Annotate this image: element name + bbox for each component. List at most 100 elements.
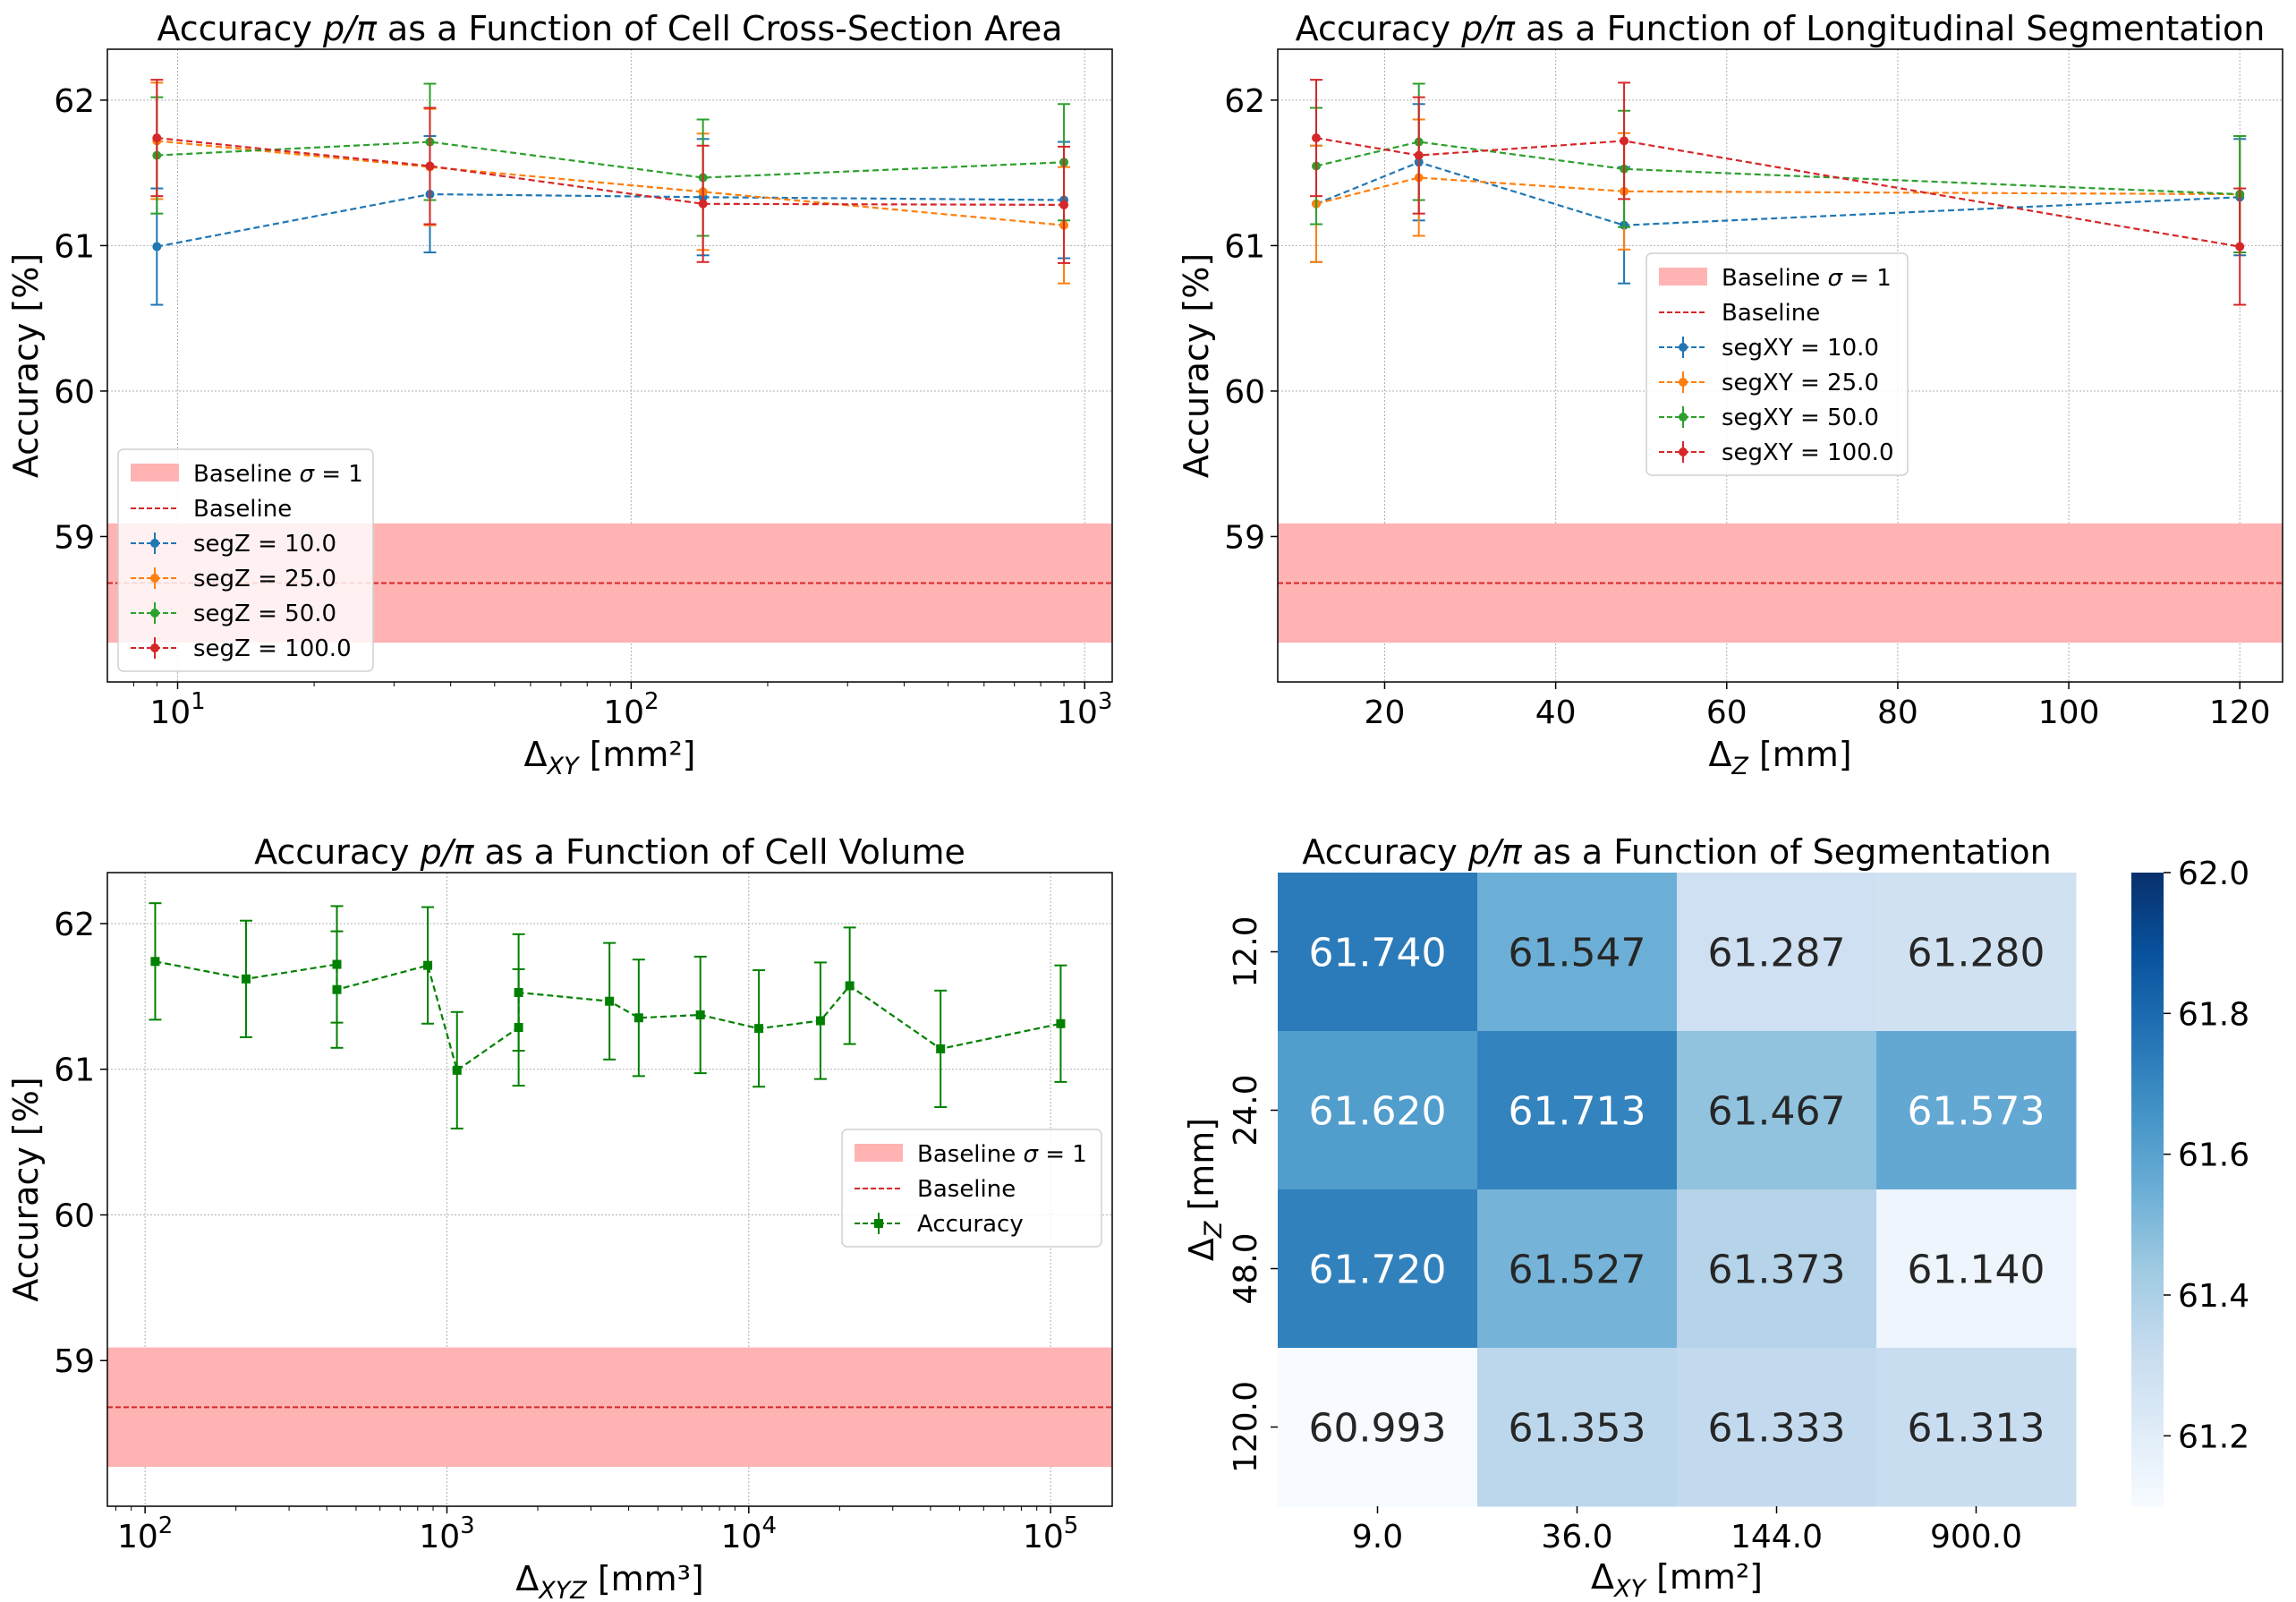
bottom-right-cell-0-1 <box>1477 873 1678 1032</box>
top-left-legend-marker-0 <box>150 539 159 548</box>
bottom-right-cell-0-3 <box>1876 873 2077 1032</box>
bottom-right-ytick-label-2: 48.0 <box>1228 1232 1264 1304</box>
top-right-legend-marker-3 <box>1679 447 1688 456</box>
top-left-ytick-label-1: 60 <box>54 374 95 411</box>
bottom-left-point-0-10 <box>695 1010 705 1020</box>
top-left-legend-marker-3 <box>150 643 159 652</box>
bottom-right-cell-1-1 <box>1477 1031 1678 1190</box>
top-left-xtick-label-2: 103 <box>1057 688 1112 731</box>
bottom-right-cell-label-3-1: 61.353 <box>1509 1406 1646 1452</box>
top-left-legend-band-label: Baseline σ = 1 <box>193 461 363 488</box>
bottom-right-colorbar-bar <box>2131 873 2164 1506</box>
top-left-xtick-label-1: 102 <box>603 688 659 731</box>
bottom-right-xtick-label-2: 144.0 <box>1731 1519 1823 1555</box>
top-left-plot: 101 102 103 59 60 61 62 Baseline σ = 1 Baseline s… <box>54 48 1113 731</box>
bottom-left-point-0-13 <box>845 981 855 991</box>
top-left-series-0-line <box>157 192 1065 248</box>
bottom-right-colorbar: 61.2 61.4 61.6 61.8 62.0 <box>2131 856 2249 1506</box>
top-left-series-2-line <box>157 141 1065 179</box>
top-right-legend-label-3: segXY = 100.0 <box>1722 439 1894 466</box>
bottom-left-point-0-9 <box>634 1013 643 1023</box>
bottom-left-point-0-4 <box>423 960 433 970</box>
top-left-legend-line-label: Baseline <box>193 496 292 523</box>
bottom-right-colorbar-label-2: 61.6 <box>2178 1138 2249 1174</box>
top-left-series-1 <box>150 81 1071 285</box>
top-right-series-0-line <box>1315 161 2241 226</box>
top-right-legend-band-swatch <box>1659 268 1707 285</box>
bottom-right-cell-1-3 <box>1876 1031 2077 1190</box>
bottom-left-point-0-5 <box>452 1065 462 1075</box>
top-left-legend-marker-1 <box>150 574 159 583</box>
bottom-right-cell-label-1-3: 61.573 <box>1908 1089 2045 1135</box>
bottom-right-cell-label-2-3: 61.140 <box>1908 1248 2045 1293</box>
bottom-right-ylabel: ΔZ [mm] <box>1182 1118 1228 1261</box>
bottom-left-legend-box <box>841 1129 1102 1248</box>
top-right-frame <box>1277 48 2283 683</box>
top-left-point-3-2 <box>698 199 708 209</box>
bottom-right-heatmap: 61.740 61.547 61.287 61.280 61.620 61.713 61.4… <box>1228 856 2249 1555</box>
bottom-right-cell-label-0-2: 61.287 <box>1708 931 1846 976</box>
bottom-right-cell-2-3 <box>1876 1189 2077 1349</box>
bottom-left-point-0-15 <box>1056 1018 1066 1028</box>
bottom-right-title: Accuracy p/π as a Function of Segmentati… <box>1302 832 2052 872</box>
top-right-title: Accuracy p/π as a Function of Longitudin… <box>1296 9 2266 48</box>
top-left-title: Accuracy p/π as a Function of Cell Cross… <box>157 9 1062 48</box>
top-right-legend-label-1: segXY = 25.0 <box>1722 370 1879 396</box>
bottom-right-xtick-label-0: 9.0 <box>1352 1519 1403 1555</box>
top-right-legend-marker-1 <box>1679 378 1688 387</box>
top-right-legend-box <box>1645 252 1909 476</box>
bottom-left-xtick-label-1: 103 <box>419 1513 474 1555</box>
top-right-xtick-label-3: 80 <box>1877 694 1918 731</box>
top-left-legend-label-0: segZ = 10.0 <box>193 531 336 558</box>
top-right-ytick-label-2: 61 <box>1224 228 1265 265</box>
bottom-left-xtick-label-3: 105 <box>1023 1513 1078 1555</box>
top-right-legend-marker-0 <box>1679 343 1688 352</box>
top-left-legend-marker-2 <box>150 609 159 618</box>
top-right-legend-label-2: segXY = 50.0 <box>1722 405 1879 431</box>
top-right-xlabel: ΔZ [mm] <box>1708 735 1851 780</box>
bottom-right-cell-label-0-0: 61.740 <box>1309 931 1447 976</box>
bottom-right-cell-2-2 <box>1677 1189 1877 1349</box>
top-left-legend-box <box>117 448 374 672</box>
bottom-left-legend-line-label: Baseline <box>917 1176 1016 1203</box>
bottom-left-ytick-label-2: 61 <box>54 1052 95 1089</box>
bottom-left-ylabel: Accuracy [%] <box>6 1077 46 1301</box>
bottom-right-cell-0-0 <box>1278 873 1478 1032</box>
top-right-series-2-line <box>1315 141 2241 196</box>
bottom-right-cell-label-3-2: 61.333 <box>1708 1406 1846 1452</box>
top-right-point-3-1 <box>1414 150 1424 160</box>
bottom-right-cell-label-2-0: 61.720 <box>1309 1248 1447 1293</box>
top-left-frame <box>106 48 1113 683</box>
bottom-left-legend-band-label: Baseline σ = 1 <box>917 1141 1087 1168</box>
top-left-legend-label-3: segZ = 100.0 <box>193 635 352 662</box>
bottom-right-xtick-label-1: 36.0 <box>1541 1519 1612 1555</box>
bottom-left-xtick-label-0: 102 <box>117 1513 173 1555</box>
bottom-left-point-0-1 <box>241 974 251 984</box>
bottom-right-cell-2-0 <box>1278 1189 1478 1349</box>
bottom-left-ytick-label-1: 60 <box>54 1197 95 1234</box>
bottom-right-cell-2-1 <box>1477 1189 1678 1349</box>
bottom-right-cell-label-0-3: 61.280 <box>1908 931 2045 976</box>
bottom-right-cell-1-2 <box>1677 1031 1877 1190</box>
top-right-xtick-label-0: 20 <box>1365 694 1406 731</box>
bottom-left-point-0-12 <box>815 1016 825 1026</box>
bottom-right-cell-label-1-1: 61.713 <box>1509 1089 1646 1135</box>
top-right-legend-marker-2 <box>1679 413 1688 422</box>
top-right-legend-line-label: Baseline <box>1722 300 1820 327</box>
bottom-right-cell-label-1-2: 61.467 <box>1708 1089 1846 1135</box>
bottom-left-point-0-7 <box>514 987 523 997</box>
top-right-xtick-label-4: 100 <box>2038 694 2100 731</box>
top-right-legend-band-label: Baseline σ = 1 <box>1722 265 1892 292</box>
top-right-xtick-label-2: 60 <box>1706 694 1748 731</box>
bottom-right-colorbar-label-4: 62.0 <box>2178 856 2249 892</box>
top-right-xtick-label-1: 40 <box>1535 694 1577 731</box>
top-right-legend: Baseline σ = 1 Baseline segXY = 10.0 segXY … <box>1645 252 1909 476</box>
top-left-point-3-3 <box>1059 200 1069 209</box>
bottom-left-legend-label-0: Accuracy <box>917 1211 1024 1238</box>
top-left-ylabel: Accuracy [%] <box>6 253 46 478</box>
top-left-point-0-0 <box>152 242 162 251</box>
bottom-left-series-0-line <box>155 960 1061 1072</box>
top-right-ytick-label-3: 62 <box>1224 83 1265 120</box>
